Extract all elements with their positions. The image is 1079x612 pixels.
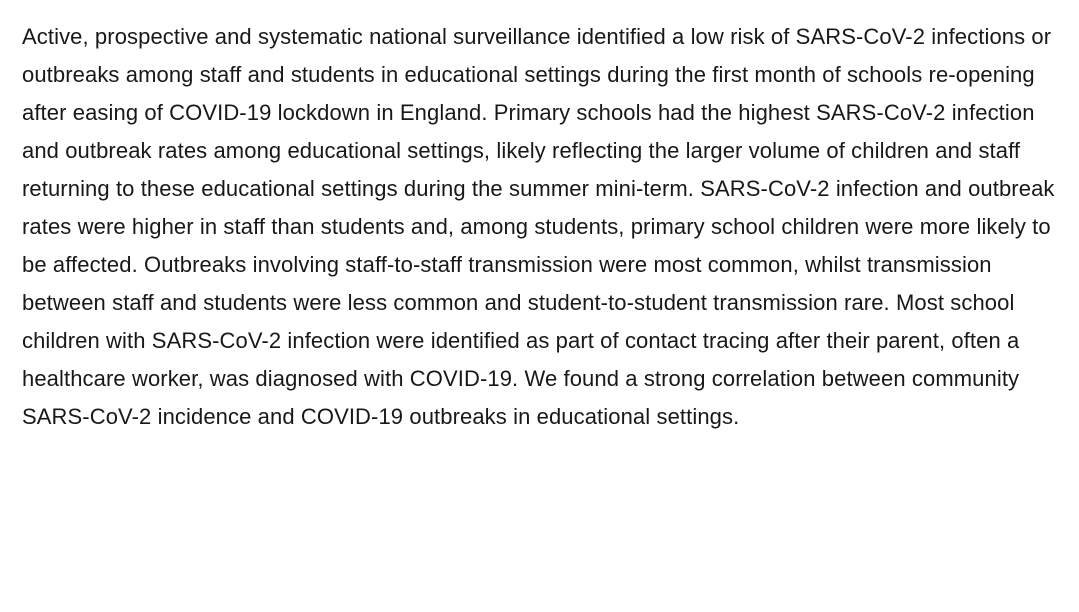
document-page: Active, prospective and systematic natio… [0,0,1079,612]
body-paragraph: Active, prospective and systematic natio… [22,18,1057,436]
